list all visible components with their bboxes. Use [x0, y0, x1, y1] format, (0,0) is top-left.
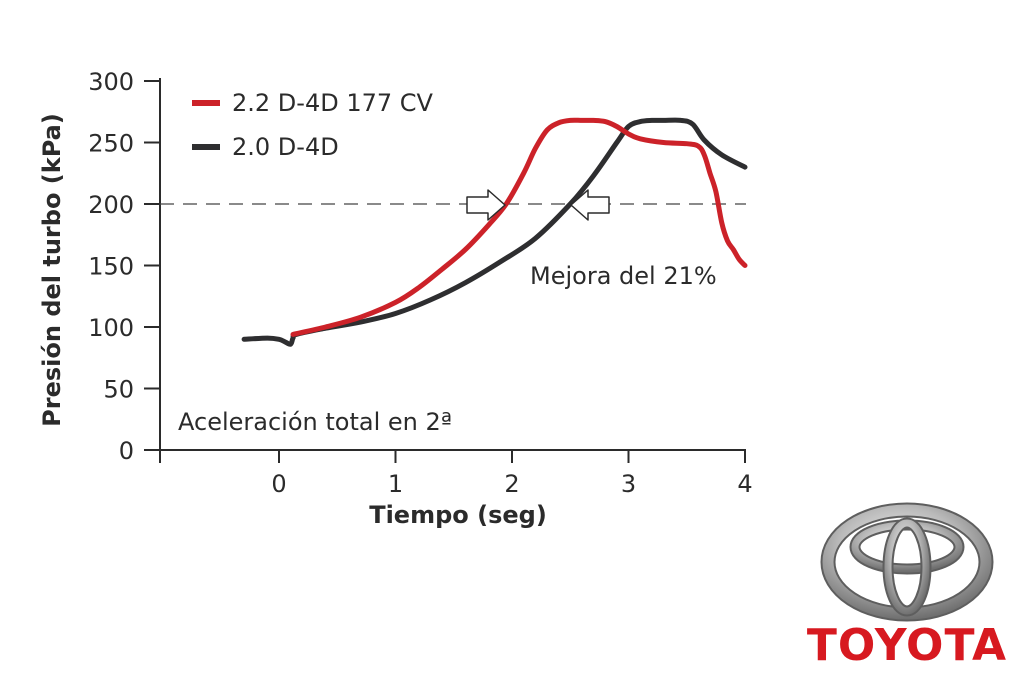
x-axis-title: Tiempo (seg)	[369, 501, 547, 529]
y-tick-label-2: 100	[88, 314, 134, 342]
brand-wordmark: TOYOTA	[807, 620, 1007, 671]
improvement-arrows	[466, 189, 610, 221]
left-arrow-icon	[570, 189, 610, 221]
y-tick-label-3: 150	[88, 253, 134, 281]
legend-label-series-0: 2.2 D-4D 177 CV	[232, 89, 434, 117]
x-tick-label-2: 2	[504, 470, 519, 498]
y-axis-title: Presión del turbo (kPa)	[38, 113, 66, 427]
y-tick-label-6: 300	[88, 68, 134, 96]
y-tick-label-5: 250	[88, 130, 134, 158]
series-line-1	[241, 117, 748, 347]
annotation-acceleration: Aceleración total en 2ª	[178, 408, 452, 436]
y-axis-ticks: 0 50 100 150 200 250 300	[88, 68, 160, 465]
y-tick-label-0: 0	[119, 437, 134, 465]
x-tick-label-1: 1	[388, 470, 403, 498]
series-line-0	[290, 117, 748, 337]
x-tick-label-3: 3	[621, 470, 636, 498]
y-tick-label-4: 200	[88, 191, 134, 219]
x-axis-ticks: 0 1 2 3 4	[271, 450, 753, 498]
annotation-improvement: Mejora del 21%	[530, 262, 717, 290]
right-arrow-icon	[466, 189, 506, 221]
toyota-emblem-icon	[820, 502, 994, 622]
series-layer	[241, 117, 748, 347]
y-tick-label-1: 50	[103, 376, 134, 404]
legend-label-series-1: 2.0 D-4D	[232, 133, 339, 161]
x-tick-label-4: 4	[737, 470, 752, 498]
x-tick-label-0: 0	[271, 470, 286, 498]
legend: 2.2 D-4D 177 CV 2.0 D-4D	[192, 89, 434, 161]
